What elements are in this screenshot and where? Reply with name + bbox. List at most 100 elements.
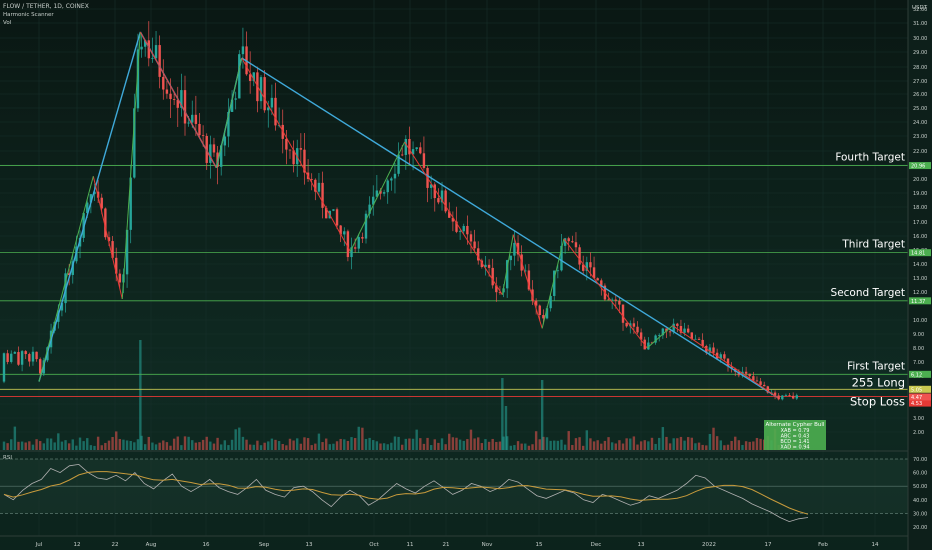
candle-body: [401, 154, 404, 156]
volume-bar: [100, 445, 103, 450]
volume-bar: [744, 441, 748, 450]
price-tick-label: 9.00: [913, 332, 924, 338]
candle-body: [408, 138, 411, 155]
candle-body: [712, 347, 715, 353]
indicator-label[interactable]: Harmonic Scanner: [3, 12, 54, 18]
candle-body: [448, 211, 451, 218]
volume-bar: [527, 445, 531, 450]
volume-bar: [632, 436, 636, 450]
price-tag: [909, 399, 931, 407]
volume-bar: [509, 445, 512, 450]
volume-bar: [455, 437, 458, 450]
candle-body: [513, 242, 516, 256]
price-tick-label: 25.00: [913, 106, 927, 112]
price-tick-label: 12.00: [913, 290, 927, 296]
volume-bar: [466, 439, 469, 450]
volume-bar: [306, 438, 310, 450]
volume-bar: [451, 437, 455, 450]
volume-bar: [2, 441, 6, 450]
candle-body: [223, 136, 227, 146]
price-tag: [909, 370, 931, 378]
volume-bar: [571, 444, 574, 450]
volume-bar: [49, 438, 53, 450]
volume-bar: [437, 442, 440, 450]
candle-body: [582, 264, 585, 271]
candle-body: [495, 285, 498, 293]
candle-body: [115, 257, 118, 274]
price-tag: [909, 249, 931, 257]
candle-body: [795, 395, 798, 399]
volume-bar: [230, 439, 234, 450]
candle-body: [165, 89, 169, 94]
volume-bar: [614, 443, 617, 450]
volume-bar: [665, 436, 668, 450]
candle-body: [683, 328, 686, 333]
volume-bar: [111, 437, 114, 450]
candle-body: [791, 395, 795, 399]
time-tick-label: Nov: [482, 542, 493, 548]
candle-body: [259, 77, 263, 102]
candle-body: [661, 328, 665, 336]
candle-body: [610, 299, 614, 301]
volume-bar: [531, 444, 534, 450]
volume-bar: [292, 440, 295, 450]
volume-bar: [715, 436, 719, 450]
volume-bar: [227, 445, 230, 450]
volume-bar: [658, 437, 661, 450]
price-tag: [909, 297, 931, 305]
candle-body: [650, 342, 654, 344]
price-tick-label: 22.00: [913, 149, 927, 155]
target-levels: Fourth Target Third Target Second Target Fi…: [0, 152, 908, 409]
volume-bar: [158, 442, 161, 450]
volume-bar: [248, 444, 252, 450]
volume-bar: [520, 443, 523, 450]
candle-body: [788, 395, 791, 396]
candle-body: [654, 335, 657, 343]
candle-body: [111, 241, 114, 258]
candle-body: [375, 190, 379, 197]
volume-bar: [205, 436, 208, 450]
volume-bar: [17, 441, 20, 450]
candle-body: [317, 182, 321, 192]
price-tick-label: 28.00: [913, 65, 927, 71]
price-tick-label: 3.00: [913, 416, 924, 422]
rsi-label[interactable]: RSI: [3, 455, 12, 461]
volume-bar: [676, 438, 679, 450]
rsi-axis-ticks: 70.00 60.00 50.00 40.00 30.00 20.00: [913, 457, 927, 531]
time-tick-label: 2022: [702, 542, 716, 548]
candle-body: [288, 149, 292, 151]
volume-bar: [75, 445, 78, 450]
candle-body: [542, 314, 545, 319]
candle-body: [125, 229, 129, 275]
candle-body: [28, 354, 31, 362]
pattern-leg: [139, 31, 217, 169]
candle-body: [67, 273, 71, 275]
candle-body: [487, 264, 491, 268]
indicator-label[interactable]: Vol: [3, 20, 12, 26]
candle-body: [147, 40, 150, 59]
volume-bar: [6, 443, 9, 450]
candle-body: [585, 262, 589, 271]
candle-body: [194, 114, 198, 124]
volume-bar: [556, 440, 560, 450]
volume-bar: [534, 431, 538, 450]
pattern-box-line: ABC = 0.43: [781, 434, 810, 440]
pattern-leg: [121, 31, 141, 300]
price-axis-unit: USDT: [912, 5, 928, 11]
candle-body: [10, 353, 13, 362]
volume-bar: [734, 436, 737, 450]
volume-bar: [317, 433, 321, 450]
candle-body: [596, 278, 599, 281]
volume-bar: [42, 443, 46, 450]
pattern-box-line: XAB = 0.79: [781, 428, 810, 434]
volume-bar: [444, 444, 447, 450]
volume-bar: [705, 445, 708, 450]
rsi-line: [3, 463, 809, 523]
candle-body: [411, 149, 415, 155]
candle-body: [60, 303, 64, 311]
volume-bar: [89, 445, 93, 450]
rsi-tick-label: 50.00: [913, 484, 927, 490]
time-tick-label: Jul: [35, 542, 43, 548]
candle-body: [364, 213, 368, 239]
